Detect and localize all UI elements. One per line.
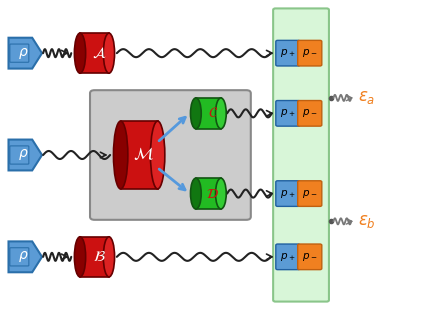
Text: $\mathcal{B}$: $\mathcal{B}$ [93,250,105,264]
Polygon shape [9,140,42,170]
Text: $\rho$: $\rho$ [18,148,28,162]
FancyBboxPatch shape [297,181,322,206]
Text: $p_+$: $p_+$ [280,47,296,59]
Text: $p_+$: $p_+$ [280,107,296,119]
Ellipse shape [190,178,201,209]
FancyBboxPatch shape [90,90,251,220]
Text: $\mathcal{A}$: $\mathcal{A}$ [92,46,106,60]
Text: $p_+$: $p_+$ [280,188,296,200]
Ellipse shape [103,33,115,73]
Text: $p_-$: $p_-$ [302,47,318,59]
Ellipse shape [113,121,128,189]
Bar [80,33,109,73]
FancyBboxPatch shape [276,244,300,270]
Ellipse shape [74,237,86,277]
Text: $\epsilon_a$: $\epsilon_a$ [358,89,375,106]
Text: $\epsilon_b$: $\epsilon_b$ [358,213,376,230]
Text: $\mathcal{M}$: $\mathcal{M}$ [133,147,154,163]
Bar [121,121,158,189]
Text: $p_+$: $p_+$ [280,251,296,263]
Polygon shape [9,38,42,69]
Text: $p_-$: $p_-$ [302,251,318,263]
Bar [196,98,221,129]
Ellipse shape [151,121,165,189]
Text: $\rho$: $\rho$ [18,249,28,264]
FancyBboxPatch shape [273,8,329,302]
Ellipse shape [215,98,226,129]
Text: $\mathcal{D}$: $\mathcal{D}$ [207,187,219,201]
Ellipse shape [190,98,201,129]
Ellipse shape [103,237,115,277]
FancyBboxPatch shape [276,181,300,206]
Polygon shape [9,241,42,272]
Ellipse shape [215,178,226,209]
FancyBboxPatch shape [297,40,322,66]
FancyBboxPatch shape [297,100,322,126]
FancyBboxPatch shape [276,40,300,66]
FancyBboxPatch shape [297,244,322,270]
Bar [196,178,221,209]
Bar [80,237,109,277]
Text: $\rho$: $\rho$ [18,46,28,61]
Text: $p_-$: $p_-$ [302,107,318,119]
FancyBboxPatch shape [276,100,300,126]
Text: $\mathcal{C}$: $\mathcal{C}$ [208,106,218,120]
Ellipse shape [74,33,86,73]
Text: $p_-$: $p_-$ [302,188,318,200]
